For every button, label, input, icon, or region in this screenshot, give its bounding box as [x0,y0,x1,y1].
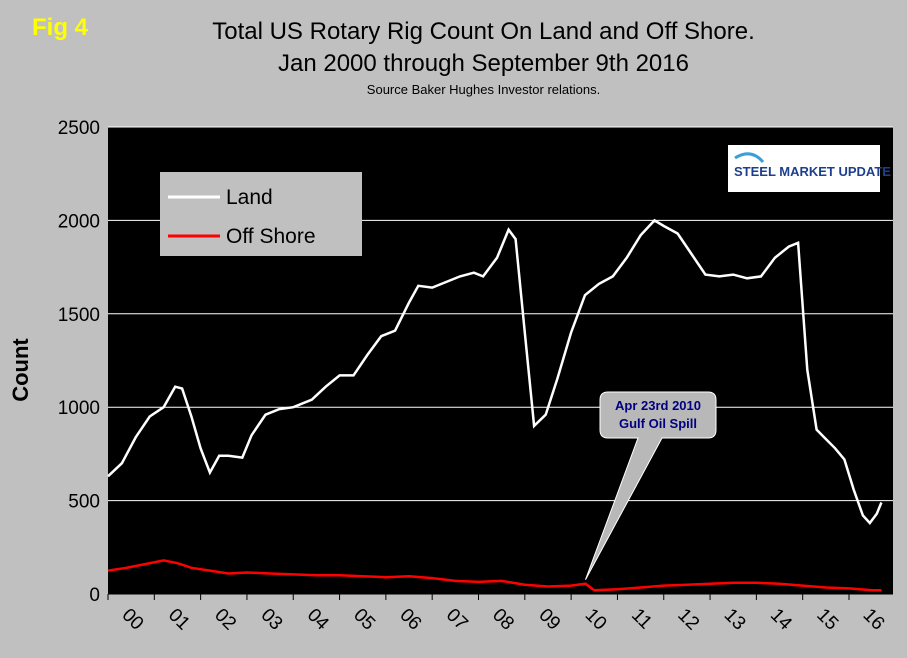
chart-source: Source Baker Hughes Investor relations. [366,82,601,97]
legend-label-land: Land [226,186,273,209]
x-tick-label: 15 [812,605,842,635]
callout-bubble [585,391,717,580]
callout-gulf-oil-spill: Apr 23rd 2010 Gulf Oil Spill [585,391,717,580]
steel-market-update-logo: STEEL MARKET UPDATE [728,145,891,192]
x-tick-label: 12 [673,605,703,635]
x-tick-label: 13 [720,605,750,635]
x-tick-label: 16 [859,605,889,635]
y-tick-label: 1500 [58,305,100,326]
legend-label-offshore: Off Shore [226,225,316,248]
callout-line-2: Gulf Oil Spill [619,416,697,431]
x-tick-label: 08 [488,605,518,635]
series-line-land [107,218,883,525]
x-tick-label: 01 [164,605,194,635]
y-axis-title: Count [8,338,33,402]
y-axis-ticks: 0 500 1000 1500 2000 2500 [58,118,100,606]
x-tick-label: 02 [210,605,240,635]
callout-line-1: Apr 23rd 2010 [615,398,701,413]
x-tick-label: 09 [534,605,564,635]
x-tick-label: 07 [442,605,472,635]
x-axis-ticks: 00 01 02 03 04 05 06 07 08 09 10 11 12 13 14 15 16 [107,594,889,635]
x-tick-label: 00 [118,605,148,635]
y-tick-label: 1000 [58,398,100,419]
series-line-offshore [107,559,882,592]
figure-label: Fig 4 [32,14,89,41]
x-tick-label: 04 [303,605,333,635]
y-tick-label: 500 [68,492,100,513]
x-tick-label: 03 [257,605,287,635]
x-tick-label: 05 [349,605,379,635]
x-tick-label: 10 [581,605,611,635]
chart-title-line-1: Total US Rotary Rig Count On Land and Of… [212,18,755,45]
x-tick-label: 11 [627,605,656,634]
chart-title-line-2: Jan 2000 through September 9th 2016 [278,50,689,77]
y-tick-label: 2000 [58,211,100,232]
x-tick-label: 06 [395,605,425,635]
legend: Land Off Shore [160,172,362,256]
gridlines [108,126,893,595]
y-tick-label: 2500 [58,118,100,139]
logo-text: STEEL MARKET UPDATE [734,164,891,179]
y-tick-label: 0 [89,585,100,606]
x-tick-label: 14 [766,605,796,635]
